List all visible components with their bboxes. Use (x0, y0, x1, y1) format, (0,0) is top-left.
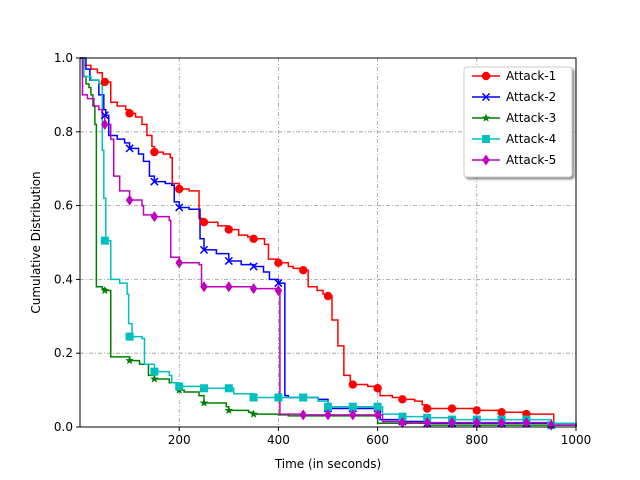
data-point-2 (224, 256, 233, 266)
data-point-5 (200, 281, 208, 293)
data-point-5 (175, 257, 183, 269)
data-point-1 (224, 225, 233, 234)
data-point-5 (324, 409, 332, 421)
data-point-2 (100, 111, 109, 120)
data-point-2 (125, 144, 134, 153)
x-tick-label: 600 (366, 433, 389, 447)
data-point-1 (249, 234, 258, 244)
data-point-5 (225, 281, 233, 293)
legend-marker (481, 71, 491, 81)
series-markers (100, 77, 556, 431)
data-point-4 (373, 402, 382, 411)
data-point-5 (398, 417, 407, 429)
data-point-2 (150, 177, 159, 186)
legend-box (463, 66, 573, 178)
data-point-5 (473, 417, 481, 429)
data-point-2 (199, 245, 209, 255)
data-point-3 (125, 356, 134, 365)
data-point-3 (150, 374, 159, 383)
y-axis-label: Cumulative Distribution (29, 171, 43, 313)
data-point-1 (423, 404, 432, 413)
data-point-4 (200, 384, 208, 393)
data-point-4 (299, 393, 308, 402)
data-point-5 (125, 194, 134, 206)
data-point-4 (100, 236, 109, 245)
data-point-5 (423, 417, 431, 429)
data-point-1 (323, 291, 333, 301)
data-point-4 (249, 393, 258, 402)
data-point-4 (348, 402, 357, 411)
legend-label: Attack-3 (506, 111, 556, 125)
data-point-5 (547, 419, 555, 431)
plot-frame (79, 57, 577, 428)
x-tick-label: 200 (168, 433, 191, 447)
data-point-5 (274, 284, 283, 296)
data-point-3 (224, 405, 234, 415)
data-point-3 (100, 285, 110, 295)
x-tick-label: 400 (267, 433, 290, 447)
x-tick-label: 800 (465, 433, 488, 447)
legend-label: Attack-2 (506, 90, 556, 104)
data-point-5 (373, 409, 382, 421)
data-point-1 (497, 408, 506, 417)
data-point-1 (175, 184, 184, 194)
data-point-2 (249, 262, 258, 271)
data-point-5 (349, 409, 357, 421)
data-point-1 (398, 395, 407, 404)
data-point-5 (150, 211, 159, 223)
data-point-1 (274, 258, 283, 267)
data-point-4 (324, 402, 332, 411)
data-point-5 (522, 417, 531, 429)
data-point-1 (348, 380, 357, 389)
y-tick-label: 0.0 (54, 420, 73, 434)
series-line-4 (80, 57, 577, 427)
data-point-5 (101, 118, 109, 130)
data-point-1 (373, 384, 382, 393)
y-tick-label: 1.0 (54, 51, 73, 65)
data-point-5 (497, 417, 506, 429)
data-point-5 (249, 283, 258, 295)
data-point-1 (447, 404, 457, 413)
legend-marker (481, 113, 491, 122)
legend-marker (482, 154, 490, 166)
data-point-5 (448, 417, 456, 429)
legend-label: Attack-4 (506, 132, 556, 146)
data-point-4 (224, 384, 233, 393)
legend-marker (482, 135, 490, 143)
legend-marker (481, 92, 491, 102)
data-point-4 (150, 367, 159, 376)
data-point-1 (100, 77, 110, 87)
data-point-5 (299, 409, 307, 421)
x-tick-label: 1000 (561, 433, 592, 447)
data-point-4 (125, 332, 134, 341)
legend: Attack-1 Attack-2 Attack-3 Attack-4 Attack-5 (463, 66, 573, 178)
y-tick-label: 0.4 (54, 272, 73, 286)
x-axis-label: Time (in seconds) (274, 457, 381, 471)
data-point-1 (125, 109, 134, 118)
data-point-2 (175, 203, 184, 212)
data-point-1 (150, 147, 159, 157)
data-point-1 (199, 218, 209, 227)
data-point-4 (398, 412, 407, 421)
data-point-1 (299, 265, 308, 275)
legend-label: Attack-1 (506, 69, 556, 83)
grid-lines (80, 58, 576, 427)
data-point-3 (199, 398, 209, 407)
x-axis-ticks: 200 400 600 800 1000 (168, 427, 592, 447)
data-point-4 (175, 382, 184, 391)
y-tick-label: 0.8 (54, 125, 73, 139)
data-point-3 (249, 409, 258, 418)
data-point-1 (472, 406, 481, 415)
y-tick-label: 0.2 (54, 346, 73, 360)
data-point-2 (274, 278, 283, 288)
legend-label: Attack-5 (506, 153, 556, 167)
data-point-4 (274, 393, 283, 402)
y-axis-ticks: 0.0 0.2 0.4 0.6 0.8 1.0 (54, 51, 80, 434)
y-tick-label: 0.6 (54, 199, 73, 213)
